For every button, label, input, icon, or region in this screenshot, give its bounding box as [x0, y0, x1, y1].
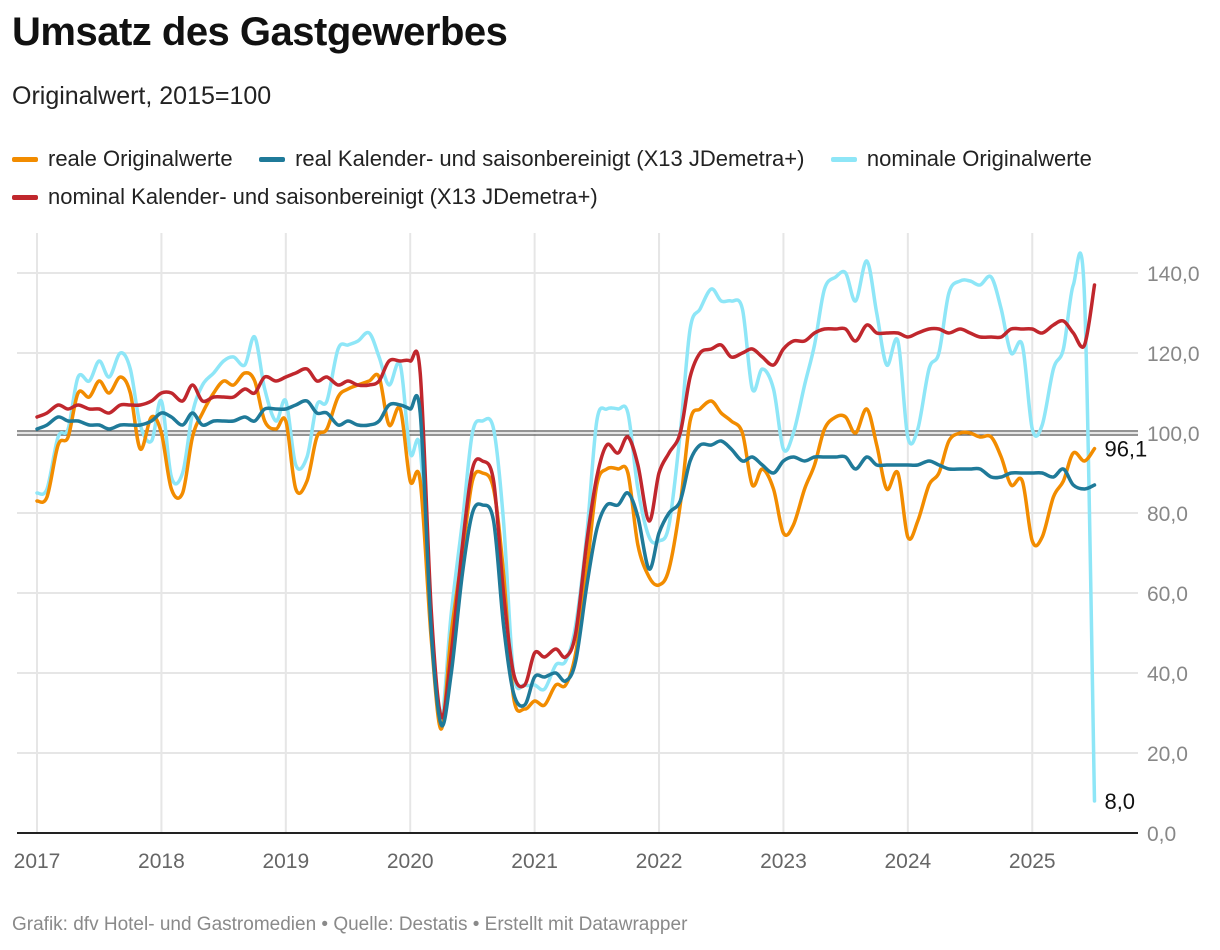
x-tick-label: 2024 — [884, 850, 931, 873]
series-line-nominale-originalwerte — [35, 251, 1097, 803]
series-line-nominal-kalender-und-saisonbereinigt-x13-jdemetra — [35, 283, 1097, 720]
legend-item-nominal-bereinigt: nominal Kalender- und saisonbereinigt (X… — [12, 178, 598, 216]
legend-item-nominale-originalwerte: nominale Originalwerte — [830, 140, 1092, 178]
x-tick-label: 2023 — [760, 850, 807, 873]
y-tick-label: 60,0 — [1147, 583, 1188, 606]
series-line-reale-originalwerte — [35, 371, 1097, 731]
x-tick-label: 2019 — [262, 850, 309, 873]
legend-item-reale-originalwerte: reale Originalwerte — [12, 140, 233, 178]
legend-label: nominale Originalwerte — [866, 146, 1092, 171]
legend-label: real Kalender- und saisonbereinigt (X13 … — [295, 146, 805, 171]
y-tick-label: 20,0 — [1147, 743, 1188, 766]
chart-subtitle: Originalwert, 2015=100 — [12, 82, 272, 110]
axis-labels: 0,0 20,0 40,0 60,0 80,0 100,0 120,0 140,0 2017 20… — [14, 263, 1200, 873]
y-tick-label: 100,0 — [1147, 423, 1200, 446]
y-tick-label: 80,0 — [1147, 503, 1188, 526]
legend-label: reale Originalwerte — [48, 146, 233, 171]
legend-swatch-teal — [259, 156, 286, 162]
x-tick-label: 2017 — [14, 850, 61, 873]
legend-swatch-red — [12, 194, 38, 200]
legend-swatch-orange — [12, 156, 38, 162]
chart-title: Umsatz des Gastgewerbes — [12, 10, 508, 54]
gridlines — [17, 233, 1138, 834]
y-tick-label: 0,0 — [1147, 823, 1176, 846]
y-tick-label: 140,0 — [1147, 263, 1200, 286]
x-tick-label: 2018 — [138, 850, 185, 873]
series-lines — [35, 251, 1097, 803]
x-tick-label: 2021 — [511, 850, 558, 873]
footer-credits: Grafik: dfv Hotel- und Gastromedien • Qu… — [12, 914, 688, 935]
legend: reale Originalwerte real Kalender- und s… — [12, 140, 1202, 216]
legend-label: nominal Kalender- und saisonbereinigt (X… — [48, 184, 598, 209]
y-tick-label: 120,0 — [1147, 343, 1200, 366]
legend-item-real-bereinigt: real Kalender- und saisonbereinigt (X13 … — [259, 140, 804, 178]
data-label: 96,1 — [1104, 437, 1147, 462]
x-tick-label: 2020 — [387, 850, 434, 873]
x-tick-label: 2022 — [636, 850, 683, 873]
y-tick-label: 40,0 — [1147, 663, 1188, 686]
legend-swatch-lightblue — [830, 156, 857, 162]
series-line-real-kalender-und-saisonbereinigt-x13-jdemetra — [35, 393, 1097, 728]
x-tick-label: 2025 — [1009, 850, 1056, 873]
data-label: 8,0 — [1104, 789, 1135, 814]
